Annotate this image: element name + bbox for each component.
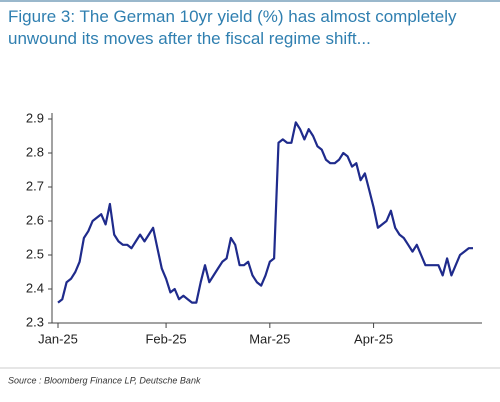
y-tick-label: 2.9: [26, 110, 44, 125]
y-tick-label: 2.4: [26, 280, 44, 295]
x-tick-label: Apr-25: [354, 331, 393, 346]
x-tick-label: Feb-25: [145, 331, 186, 346]
y-tick-label: 2.5: [26, 246, 44, 261]
yield-line: [57, 121, 473, 304]
chart-title: Figure 3: The German 10yr yield (%) has …: [8, 7, 457, 48]
y-tick-label: 2.3: [26, 314, 44, 329]
y-tick-label: 2.8: [26, 144, 44, 159]
y-tick-label: 2.7: [26, 178, 44, 193]
source-note: Source : Bloomberg Finance LP, Deutsche …: [8, 375, 201, 385]
x-tick-label: Jan-25: [38, 331, 78, 346]
x-tick-label: Mar-25: [249, 331, 290, 346]
y-tick-label: 2.6: [26, 212, 44, 227]
